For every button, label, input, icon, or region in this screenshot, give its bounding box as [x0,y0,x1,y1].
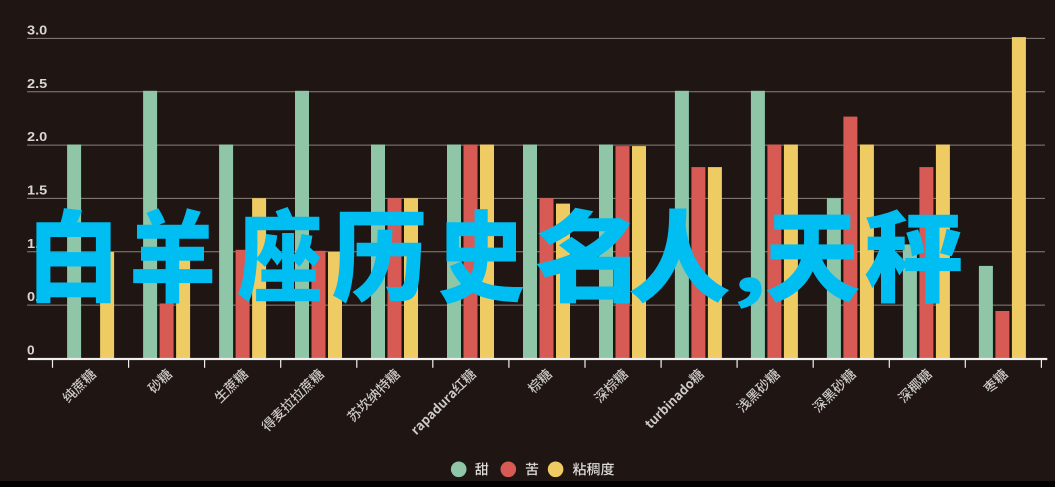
svg-text:0: 0 [27,343,35,358]
svg-text:3.0: 3.0 [27,22,47,37]
svg-text:1.5: 1.5 [27,182,47,197]
svg-text:2.0: 2.0 [27,129,47,144]
svg-text:2.5: 2.5 [27,76,47,91]
